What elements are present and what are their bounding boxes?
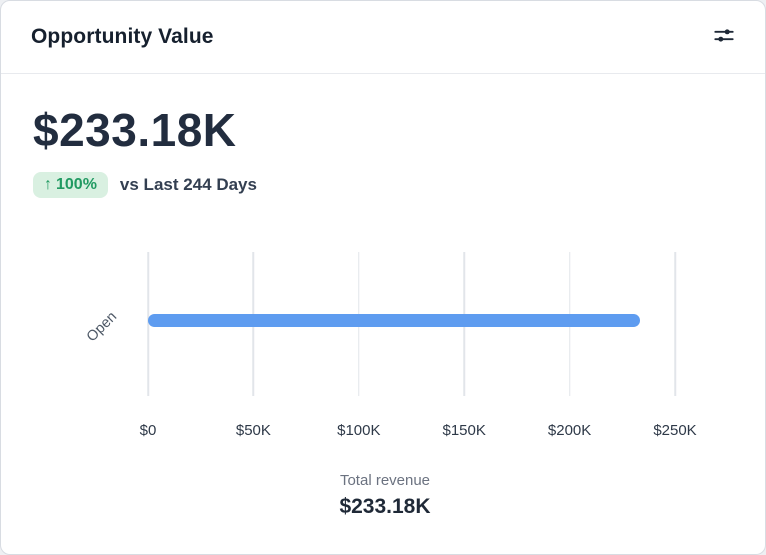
comparison-label: vs Last 244 Days — [119, 175, 257, 195]
x-axis-ticks: $0 $50K $100K $150K $200K $250K — [140, 422, 697, 442]
change-row: ↑ 100% vs Last 244 Days — [33, 172, 737, 199]
card-header: Opportunity Value — [1, 1, 765, 74]
y-axis-label-open: Open — [83, 308, 121, 345]
card-body: $233.18K ↑ 100% vs Last 244 Days Open $0… — [1, 74, 765, 539]
x-tick-label: $100K — [337, 422, 381, 440]
sliders-icon — [713, 26, 735, 48]
gridline — [674, 252, 676, 397]
bar-chart: Open — [84, 252, 676, 397]
total-value: $233.18K — [33, 104, 237, 156]
arrow-up-icon: ↑ — [44, 176, 52, 194]
chart-footer: Total revenue $233.18K — [33, 472, 737, 519]
x-tick-label: $250K — [653, 422, 697, 440]
change-badge: ↑ 100% — [33, 172, 108, 199]
x-tick-label: $0 — [139, 422, 157, 440]
x-tick-label: $200K — [547, 422, 592, 440]
x-tick-label: $50K — [235, 422, 271, 440]
footer-value: $233.18K — [339, 495, 431, 519]
footer-label: Total revenue — [339, 472, 431, 490]
chart-settings-button[interactable] — [709, 22, 739, 52]
card-title: Opportunity Value — [31, 25, 214, 48]
gridline — [147, 252, 149, 397]
bar-open — [148, 314, 640, 328]
change-percent: 100% — [56, 176, 97, 194]
x-tick-label: $150K — [442, 422, 486, 440]
